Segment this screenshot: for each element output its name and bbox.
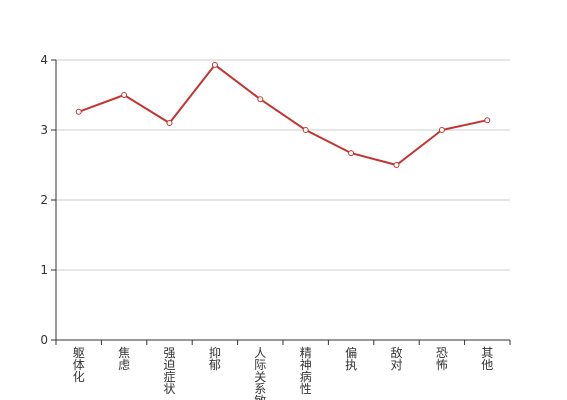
point: [302, 127, 309, 133]
x-tick-label: 偏执: [345, 345, 357, 372]
line: [78, 63, 488, 167]
x-tick-label: 精神病性: [300, 346, 312, 396]
point: [348, 150, 355, 157]
point: [438, 127, 445, 133]
x-tick-label: 敌对: [390, 345, 402, 372]
x-tick-label: 其他: [481, 346, 493, 372]
y-tick-label: 3: [40, 123, 48, 137]
x-tick-label: 强迫症状: [163, 346, 175, 396]
y-tick-label: 0: [40, 333, 48, 347]
y-tick-label: 2: [40, 193, 48, 207]
point: [121, 92, 128, 98]
x-tick-label: 躯体化: [73, 345, 85, 384]
x-tick-label: 人际关系敏感: [254, 346, 266, 400]
point: [211, 61, 218, 68]
x-tick-label: 抑郁: [209, 345, 221, 372]
point: [484, 117, 491, 124]
point: [393, 162, 400, 168]
y-tick-label: 4: [40, 53, 48, 67]
x-tick-label: 焦虑: [118, 346, 130, 372]
x-tick-label: 恐怖: [436, 346, 448, 372]
point: [166, 120, 173, 126]
point: [257, 96, 264, 103]
y-tick-label: 1: [40, 263, 48, 277]
point: [75, 108, 82, 115]
